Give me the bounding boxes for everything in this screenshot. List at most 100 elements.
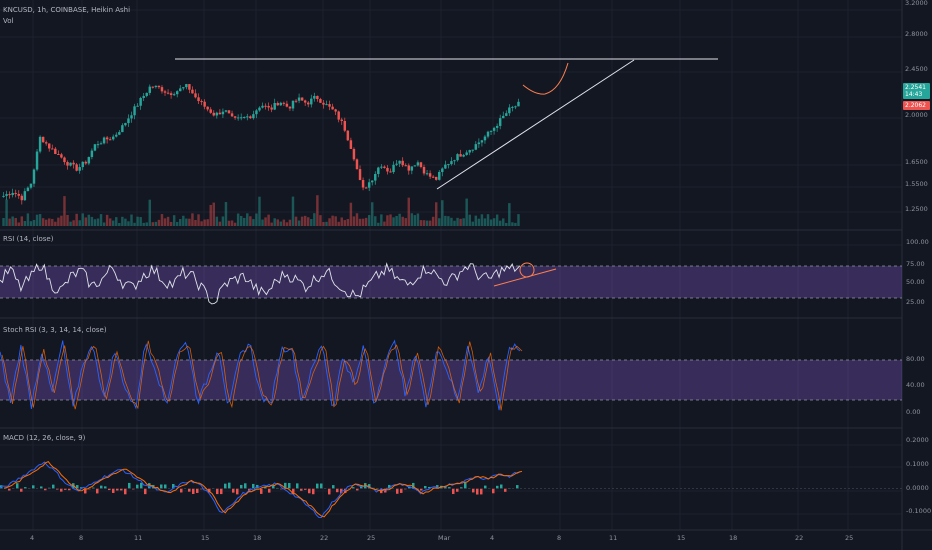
volume-bar xyxy=(434,202,438,226)
volume-bar xyxy=(209,204,212,226)
volume-bars xyxy=(2,195,520,226)
macd-hist-bar xyxy=(104,486,107,489)
volume-bar xyxy=(230,220,234,226)
macd-hist-bar xyxy=(92,487,95,489)
candle-body xyxy=(57,153,60,155)
macd-hist-bar xyxy=(120,488,123,491)
stoch-label: Stoch RSI (3, 3, 14, 14, close) xyxy=(3,326,107,334)
volume-bar xyxy=(325,221,328,226)
macd-hist-bar xyxy=(464,482,467,489)
candle-body xyxy=(118,132,121,135)
candle-body xyxy=(511,106,514,108)
volume-bar xyxy=(374,216,377,226)
volume-bar xyxy=(419,220,423,226)
candle-body xyxy=(279,102,283,106)
macd-hist-bar xyxy=(388,484,391,489)
volume-bar xyxy=(361,218,365,226)
grid xyxy=(0,0,902,530)
candle-body xyxy=(35,151,39,170)
volume-bar xyxy=(285,222,289,226)
macd-hist-bar xyxy=(328,488,331,495)
rsi-tick: 50.00 xyxy=(906,278,925,286)
time-tick: 15 xyxy=(677,534,686,542)
macd-hist-bar xyxy=(240,484,243,489)
candle-body xyxy=(206,106,209,110)
candle-body xyxy=(185,84,188,88)
candle-body xyxy=(480,140,484,143)
volume-bar xyxy=(392,217,395,226)
projection-curve[interactable] xyxy=(522,62,569,95)
volume-bar xyxy=(404,218,407,226)
candle-body xyxy=(72,162,75,165)
rsi-highlight-circle[interactable] xyxy=(519,262,535,278)
volume-bar xyxy=(401,216,404,226)
volume-bar xyxy=(364,217,368,226)
volume-bar xyxy=(26,213,30,226)
candle-body xyxy=(422,166,426,174)
rsi-line xyxy=(0,262,521,305)
candle-body xyxy=(233,116,237,118)
volume-bar xyxy=(23,220,27,226)
macd-hist-bar xyxy=(292,488,295,495)
volume-bar xyxy=(297,220,301,226)
support-trendline[interactable] xyxy=(436,59,635,190)
candle-body xyxy=(310,98,313,105)
macd-hist-bar xyxy=(460,487,463,489)
candle-body xyxy=(93,144,97,151)
macd-hist-bar xyxy=(284,482,287,489)
candle-body xyxy=(38,136,42,152)
volume-bar xyxy=(276,219,279,226)
volume-bar xyxy=(279,221,283,226)
macd-hist-bar xyxy=(300,488,303,491)
macd-hist-bar xyxy=(336,488,339,493)
volume-bar xyxy=(483,218,487,226)
candle-body xyxy=(136,105,139,107)
volume-bar xyxy=(111,220,115,226)
candle-body xyxy=(355,159,359,170)
macd-hist-bar xyxy=(24,487,27,489)
price-tick: 1.2500 xyxy=(905,205,928,213)
candle-body xyxy=(410,166,414,171)
volume-bar xyxy=(118,222,121,226)
volume-bar xyxy=(224,202,228,226)
volume-bar xyxy=(99,214,103,226)
candle-body xyxy=(300,97,304,101)
volume-bar xyxy=(386,215,389,226)
candle-body xyxy=(447,164,450,166)
candle-body xyxy=(285,103,289,107)
volume-bar xyxy=(486,214,490,226)
volume-bar xyxy=(422,220,426,226)
stoch-tick: 40.00 xyxy=(906,381,925,389)
macd-hist-bar xyxy=(356,488,359,491)
macd-hist-bar xyxy=(80,487,83,489)
volume-bar xyxy=(14,217,17,226)
volume-bar xyxy=(8,218,11,226)
volume-bar xyxy=(453,220,456,226)
candle-body xyxy=(450,161,453,165)
volume-bar xyxy=(72,220,75,226)
candle-body xyxy=(307,102,310,105)
candle-body xyxy=(386,167,389,172)
rsi-tick: 75.00 xyxy=(906,260,925,268)
volume-bar xyxy=(96,218,100,226)
macd-hist-bar xyxy=(124,488,127,495)
candle-body xyxy=(29,183,33,188)
volume-bar xyxy=(29,221,33,226)
candle-body xyxy=(389,171,392,173)
volume-bar xyxy=(142,222,145,226)
rsi-trendline[interactable] xyxy=(493,268,557,287)
candle-body xyxy=(319,99,322,103)
volume-bar xyxy=(468,214,471,226)
volume-bar xyxy=(249,216,252,226)
volume-bar xyxy=(450,217,453,226)
macd-hist-bar xyxy=(500,484,503,489)
candle-body xyxy=(416,162,420,166)
volume-bar xyxy=(236,213,240,226)
stoch-tick: 80.00 xyxy=(906,355,925,363)
volume-bar xyxy=(66,214,69,226)
macd-hist-bar xyxy=(160,484,163,489)
volume-bar xyxy=(243,217,246,226)
macd-hist-bar xyxy=(472,488,475,493)
volume-bar xyxy=(416,213,420,226)
